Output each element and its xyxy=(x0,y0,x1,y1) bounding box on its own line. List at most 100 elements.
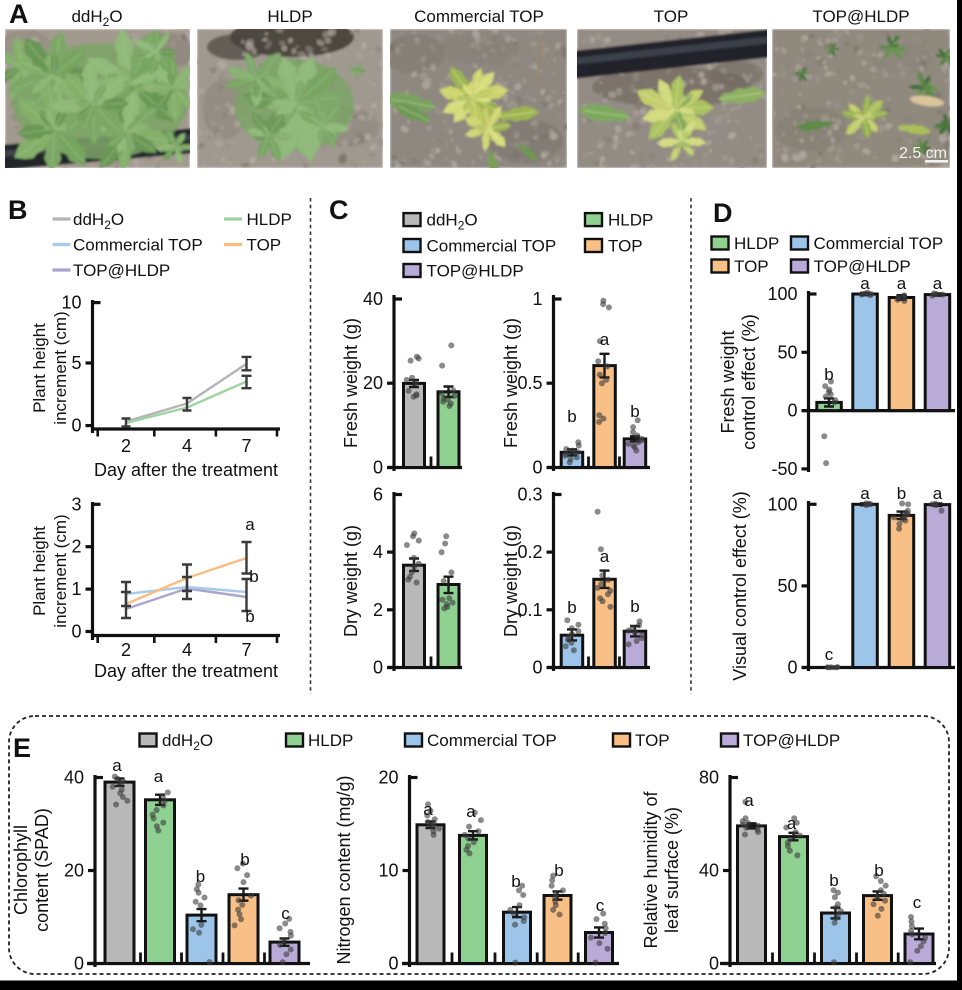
svg-text:control effect (%): control effect (%) xyxy=(739,314,759,450)
svg-text:Plant height: Plant height xyxy=(30,323,49,413)
svg-text:3: 3 xyxy=(71,494,81,514)
svg-text:A: A xyxy=(9,0,29,29)
svg-text:ddH2O: ddH2O xyxy=(73,210,124,232)
svg-text:a: a xyxy=(787,814,797,833)
svg-text:Dry weight (g): Dry weight (g) xyxy=(501,525,521,637)
svg-text:2.5 cm: 2.5 cm xyxy=(899,145,947,162)
svg-text:b: b xyxy=(249,567,258,586)
svg-text:HLDP: HLDP xyxy=(267,7,312,26)
svg-text:ddH2O: ddH2O xyxy=(162,731,213,753)
svg-text:TOP: TOP xyxy=(635,731,670,750)
svg-text:TOP: TOP xyxy=(247,236,282,255)
svg-text:ddH2O: ddH2O xyxy=(71,7,122,29)
svg-text:a: a xyxy=(466,802,476,821)
svg-text:Day after the treatment: Day after the treatment xyxy=(94,661,278,681)
svg-text:Commercial TOP: Commercial TOP xyxy=(427,237,557,256)
svg-text:B: B xyxy=(8,195,28,225)
svg-text:Visual control effect (%): Visual control effect (%) xyxy=(730,491,750,680)
svg-text:0.2: 0.2 xyxy=(517,542,542,562)
svg-text:E: E xyxy=(13,733,31,763)
svg-text:0: 0 xyxy=(532,658,542,678)
svg-text:TOP@HLDP: TOP@HLDP xyxy=(812,7,909,26)
svg-text:ddH2O: ddH2O xyxy=(427,211,478,233)
svg-text:50: 50 xyxy=(777,342,797,362)
svg-text:1: 1 xyxy=(71,579,81,599)
svg-text:100: 100 xyxy=(767,494,797,514)
svg-text:Fresh weight (g): Fresh weight (g) xyxy=(341,318,361,448)
svg-text:b: b xyxy=(829,871,838,890)
svg-text:b: b xyxy=(240,850,249,869)
svg-text:2: 2 xyxy=(71,537,81,557)
svg-text:b: b xyxy=(245,607,254,626)
svg-text:c: c xyxy=(281,904,290,923)
svg-text:40: 40 xyxy=(64,768,84,788)
svg-text:0: 0 xyxy=(373,658,383,678)
svg-text:0: 0 xyxy=(74,954,84,974)
svg-text:100: 100 xyxy=(767,284,797,304)
svg-text:0: 0 xyxy=(532,458,542,478)
svg-text:20: 20 xyxy=(64,861,84,881)
svg-text:6: 6 xyxy=(373,485,383,505)
svg-text:40: 40 xyxy=(699,861,719,881)
svg-text:Day after the treatment: Day after the treatment xyxy=(94,460,278,480)
svg-text:HLDP: HLDP xyxy=(247,210,292,229)
svg-text:Commercial TOP: Commercial TOP xyxy=(73,236,203,255)
svg-text:D: D xyxy=(713,198,733,228)
svg-text:1: 1 xyxy=(532,289,542,309)
svg-text:7: 7 xyxy=(241,640,251,660)
svg-text:TOP@HLDP: TOP@HLDP xyxy=(743,731,840,750)
svg-text:2: 2 xyxy=(121,640,131,660)
svg-text:b: b xyxy=(824,365,833,384)
svg-text:b: b xyxy=(554,861,563,880)
svg-text:c: c xyxy=(825,645,834,664)
svg-text:b: b xyxy=(897,484,906,503)
svg-text:-50: -50 xyxy=(771,459,797,479)
svg-text:a: a xyxy=(600,547,610,566)
svg-text:Relative humidity of: Relative humidity of xyxy=(641,790,661,948)
svg-text:TOP@HLDP: TOP@HLDP xyxy=(73,261,170,280)
svg-text:a: a xyxy=(860,274,870,293)
svg-text:Plant height: Plant height xyxy=(30,526,49,616)
svg-text:Commercial TOP: Commercial TOP xyxy=(427,731,557,750)
svg-text:a: a xyxy=(744,791,754,810)
svg-text:TOP@HLDP: TOP@HLDP xyxy=(427,262,524,281)
svg-text:a: a xyxy=(154,767,164,786)
svg-text:b: b xyxy=(630,402,639,421)
svg-text:TOP@HLDP: TOP@HLDP xyxy=(814,257,911,276)
svg-text:TOP: TOP xyxy=(734,257,769,276)
svg-text:0: 0 xyxy=(71,622,81,642)
svg-text:a: a xyxy=(897,274,907,293)
svg-text:HLDP: HLDP xyxy=(734,234,779,253)
svg-text:b: b xyxy=(511,872,520,891)
svg-text:0.5: 0.5 xyxy=(517,373,542,393)
svg-text:Commercial TOP: Commercial TOP xyxy=(814,234,944,253)
svg-text:20: 20 xyxy=(363,373,383,393)
svg-text:a: a xyxy=(245,515,255,534)
svg-text:0: 0 xyxy=(388,954,398,974)
svg-text:2: 2 xyxy=(373,600,383,620)
svg-text:0: 0 xyxy=(71,416,81,436)
svg-text:a: a xyxy=(600,330,610,349)
svg-text:Fresh weight: Fresh weight xyxy=(718,330,738,433)
svg-text:0.3: 0.3 xyxy=(517,485,542,505)
svg-text:50: 50 xyxy=(777,576,797,596)
svg-text:HLDP: HLDP xyxy=(608,211,653,230)
svg-text:increment (cm): increment (cm) xyxy=(51,311,70,424)
svg-text:c: c xyxy=(596,896,605,915)
svg-text:HLDP: HLDP xyxy=(308,731,353,750)
svg-text:a: a xyxy=(860,484,870,503)
svg-text:content (SPAD): content (SPAD) xyxy=(32,808,52,932)
svg-text:a: a xyxy=(112,756,122,775)
svg-text:b: b xyxy=(630,597,639,616)
svg-text:0: 0 xyxy=(787,658,797,678)
svg-text:Dry weight (g): Dry weight (g) xyxy=(341,525,361,637)
svg-text:b: b xyxy=(567,598,576,617)
svg-text:80: 80 xyxy=(699,768,719,788)
svg-text:4: 4 xyxy=(182,436,192,456)
svg-text:0.1: 0.1 xyxy=(517,600,542,620)
svg-text:a: a xyxy=(933,274,943,293)
svg-text:b: b xyxy=(196,867,205,886)
svg-text:0: 0 xyxy=(709,954,719,974)
svg-text:a: a xyxy=(933,484,943,503)
svg-text:increment (cm): increment (cm) xyxy=(51,514,70,627)
